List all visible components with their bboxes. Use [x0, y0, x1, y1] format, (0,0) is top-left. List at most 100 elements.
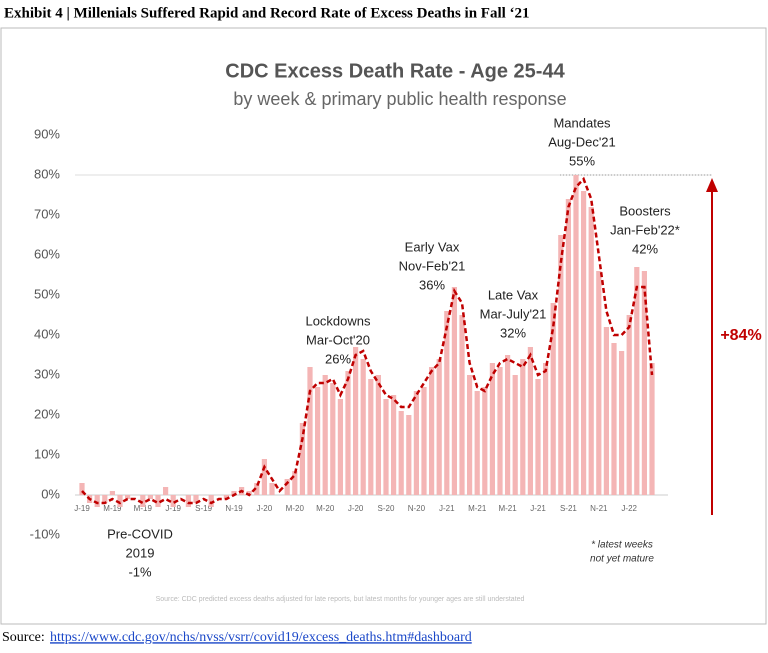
bar [505, 355, 511, 495]
bar [208, 495, 214, 507]
bar [360, 359, 366, 495]
y-tick-label: 40% [34, 326, 60, 341]
bar [368, 379, 374, 495]
bar [254, 483, 260, 495]
bar [474, 391, 480, 495]
bar [315, 387, 321, 495]
bar [543, 363, 549, 495]
annotation: 55% [569, 153, 595, 168]
bar [261, 459, 267, 495]
bar [223, 495, 229, 499]
bar [345, 371, 351, 495]
bar [375, 375, 381, 495]
x-tick-label: M-20 [286, 504, 305, 513]
bar [246, 491, 252, 495]
x-tick-label: J-19 [74, 504, 90, 513]
bar [307, 367, 313, 495]
annotation: 42% [632, 241, 658, 256]
bar [459, 315, 465, 495]
x-tick-label: S-20 [378, 504, 395, 513]
y-tick-label: 50% [34, 286, 60, 301]
annotation: Lockdowns [305, 313, 371, 328]
bar [284, 479, 290, 495]
bar [79, 483, 85, 495]
note: * latest weeks [591, 540, 653, 551]
bar [649, 363, 655, 495]
x-tick-label: N-19 [225, 504, 243, 513]
bar [155, 495, 161, 507]
bar [398, 411, 404, 495]
y-tick-label: 70% [34, 206, 60, 221]
bar [292, 471, 298, 495]
source-link-text[interactable]: https://www.cdc.gov/nchs/nvss/vsrr/covid… [50, 630, 472, 645]
bar [117, 495, 123, 507]
bar [603, 327, 609, 495]
bar [558, 235, 564, 495]
bar [170, 495, 176, 507]
x-tick-label: J-21 [439, 504, 455, 513]
y-tick-label: 30% [34, 366, 60, 381]
bar [185, 495, 191, 507]
y-tick-label: 0% [41, 486, 60, 501]
bar [573, 175, 579, 495]
bar [147, 495, 153, 499]
header: Exhibit 4 | Millenials Suffered Rapid an… [4, 5, 530, 21]
annotation: 36% [419, 277, 445, 292]
x-tick-label: J-20 [348, 504, 364, 513]
annotation: Pre-COVID [107, 526, 173, 541]
x-tick-label: J-20 [257, 504, 273, 513]
annotation: Mar-Oct'20 [306, 332, 370, 347]
bar [322, 375, 328, 495]
y-tick-label: 10% [34, 446, 60, 461]
bar [163, 487, 169, 495]
x-tick-label: M-21 [498, 504, 517, 513]
bar [535, 379, 541, 495]
chart-frame [0, 27, 767, 625]
x-tick-label: N-21 [590, 504, 608, 513]
bar [429, 367, 435, 495]
x-tick-label: M-21 [468, 504, 487, 513]
bar [520, 359, 526, 495]
bar [611, 343, 617, 495]
bar [451, 287, 457, 495]
bar [596, 271, 602, 495]
bar [626, 315, 632, 495]
bar [383, 399, 389, 495]
annotation: 32% [500, 325, 526, 340]
bar [497, 367, 503, 495]
annotation: Late Vax [488, 287, 539, 302]
bar [391, 395, 397, 495]
y-tick-label: 90% [34, 126, 60, 141]
bar [565, 199, 571, 495]
bar [299, 423, 305, 495]
bar [641, 271, 647, 495]
bar [140, 495, 146, 507]
annotation: 26% [325, 351, 351, 366]
x-tick-label: M-19 [103, 504, 122, 513]
bar [512, 375, 518, 495]
x-tick-label: M-20 [316, 504, 335, 513]
annotation: Boosters [619, 203, 671, 218]
bar [634, 267, 640, 495]
bar [406, 415, 412, 495]
bar [337, 399, 343, 495]
x-tick-label: J-21 [530, 504, 546, 513]
chart-subtitle: by week & primary public health response [233, 89, 566, 109]
annotation: 2019 [126, 545, 155, 560]
bar [588, 207, 594, 495]
bar [581, 191, 587, 495]
annotation: Nov-Feb'21 [399, 258, 466, 273]
note: not yet mature [590, 554, 654, 565]
x-tick-label: M-19 [134, 504, 153, 513]
moving-average-line [81, 176, 654, 505]
bar [550, 303, 556, 495]
bar [193, 495, 199, 503]
x-tick-label: N-20 [408, 504, 426, 513]
annotation: Jan-Feb'22* [610, 222, 680, 237]
bar [109, 491, 115, 495]
source-link[interactable]: https://www.cdc.gov/nchs/nvss/vsrr/covid… [50, 630, 472, 645]
bar [482, 387, 488, 495]
bar [231, 491, 237, 495]
bar [619, 351, 625, 495]
